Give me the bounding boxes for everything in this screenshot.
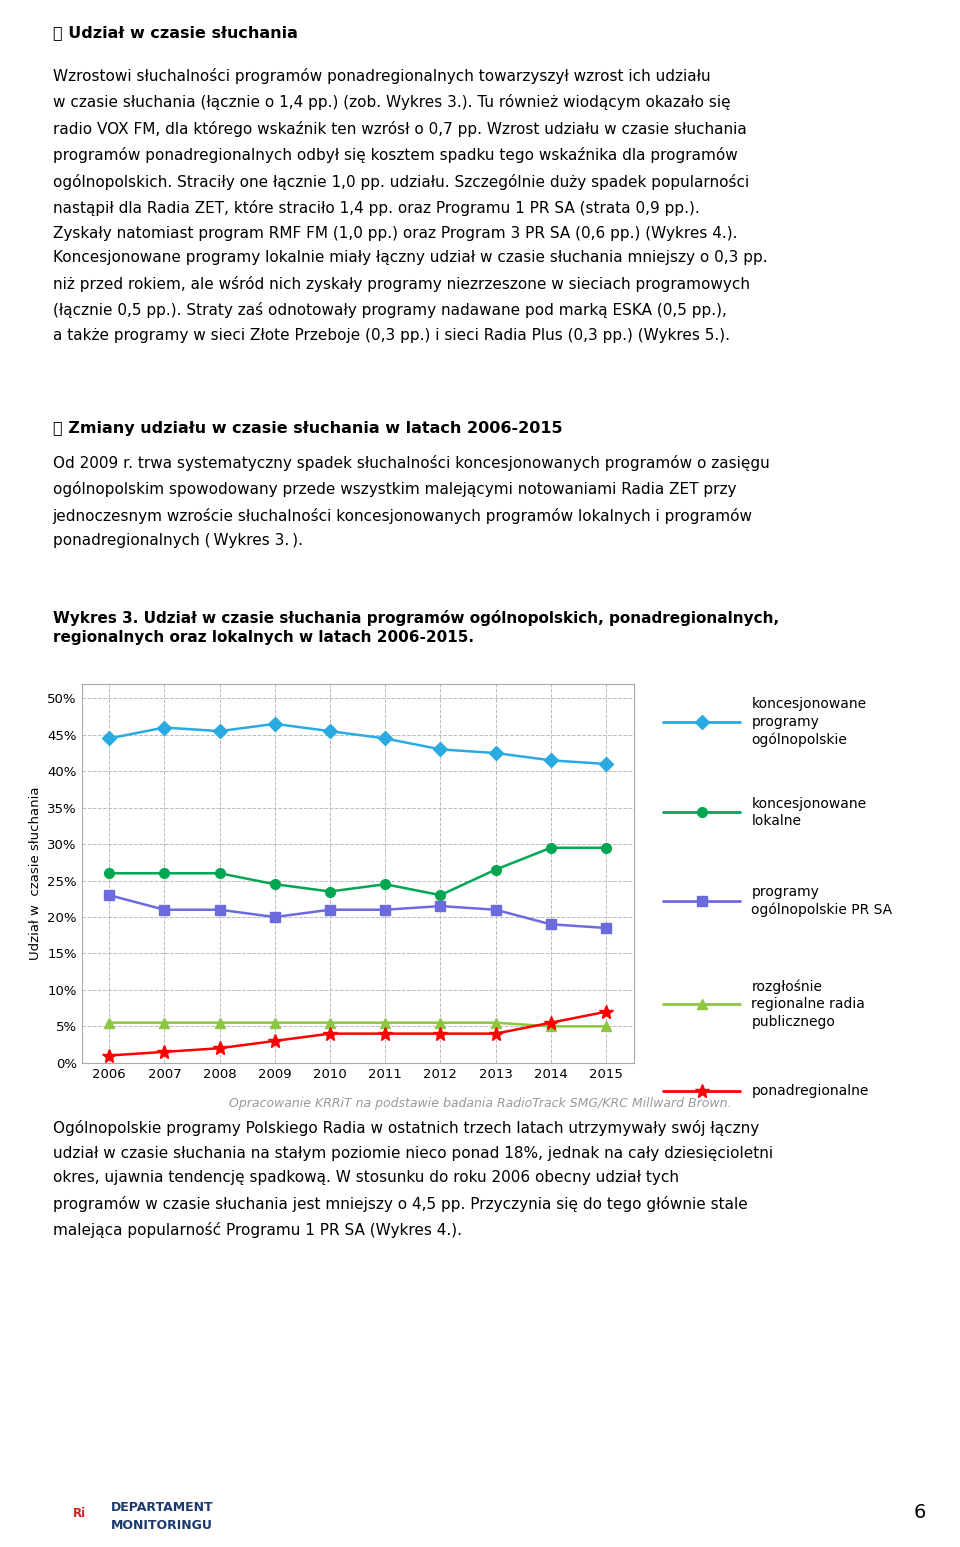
Text: ponadregionalne: ponadregionalne — [752, 1084, 869, 1098]
Text: koncesjonowane
programy
ogólnopolskie: koncesjonowane programy ogólnopolskie — [752, 698, 867, 747]
Text: Ⓣ Zmiany udziału w czasie słuchania w latach 2006-2015: Ⓣ Zmiany udziału w czasie słuchania w la… — [53, 421, 563, 436]
Text: programy
ogólnopolskie PR SA: programy ogólnopolskie PR SA — [752, 885, 893, 917]
Text: rozgłośnie
regionalne radia
publicznego: rozgłośnie regionalne radia publicznego — [752, 979, 865, 1029]
Y-axis label: Udział w  czasie słuchania: Udział w czasie słuchania — [29, 786, 41, 961]
Text: Opracowanie KRRiT na podstawie badania RadioTrack SMG/KRC Millward Brown.: Opracowanie KRRiT na podstawie badania R… — [228, 1097, 732, 1109]
Text: T: T — [87, 1507, 96, 1519]
Text: Ogólnopolskie programy Polskiego Radia w ostatnich trzech latach utrzymywały swó: Ogólnopolskie programy Polskiego Radia w… — [53, 1120, 773, 1238]
Text: Ⓣ Udział w czasie słuchania: Ⓣ Udział w czasie słuchania — [53, 25, 298, 40]
Text: Wykres 3. Udział w czasie słuchania programów ogólnopolskich, ponadregionalnych,: Wykres 3. Udział w czasie słuchania prog… — [53, 610, 779, 645]
Text: KR: KR — [44, 1507, 62, 1519]
Text: koncesjonowane
lokalne: koncesjonowane lokalne — [752, 797, 867, 828]
Text: Ri: Ri — [72, 1507, 85, 1519]
Text: Od 2009 r. trwa systematyczny spadek słuchalności koncesjonowanych programów o z: Od 2009 r. trwa systematyczny spadek słu… — [53, 455, 770, 548]
Text: DEPARTAMENT: DEPARTAMENT — [110, 1501, 213, 1513]
Text: Wzrostowi słuchalności programów ponadregionalnych towarzyszył wzrost ich udział: Wzrostowi słuchalności programów ponadre… — [53, 68, 767, 343]
Text: 6: 6 — [914, 1504, 926, 1522]
Text: MONITORINGU: MONITORINGU — [110, 1519, 212, 1532]
